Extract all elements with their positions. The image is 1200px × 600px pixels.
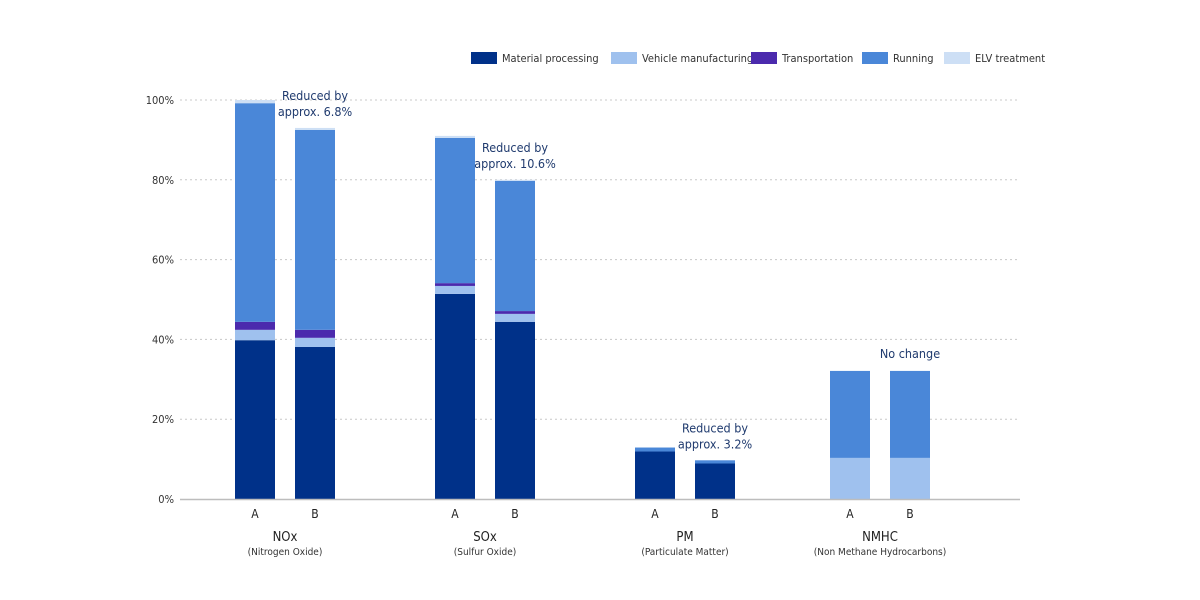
y-tick-label: 0%: [158, 493, 174, 506]
bar-segment-running: [295, 129, 335, 330]
bar-segment-elv-treatment: [295, 127, 335, 130]
y-tick-label: 60%: [152, 254, 174, 267]
annotation-text: approx. 3.2%: [678, 436, 753, 451]
bar-segment-running: [695, 460, 735, 464]
bar-segment-material-processing: [295, 346, 335, 499]
x-bar-label: B: [311, 507, 318, 521]
x-bar-label: A: [651, 507, 659, 521]
bar-segment-elv-treatment: [235, 100, 275, 104]
bar-segment-elv-treatment: [495, 179, 535, 181]
annotation-text: approx. 6.8%: [278, 104, 353, 119]
legend-swatch: [611, 52, 637, 64]
bar-segment-transportation: [295, 329, 335, 338]
bar-segment-material-processing: [435, 293, 475, 499]
bar-segment-material-processing: [235, 340, 275, 499]
bar-segment-running: [235, 103, 275, 322]
legend-swatch: [471, 52, 497, 64]
x-bar-label: A: [451, 507, 459, 521]
x-bar-label: A: [251, 507, 259, 521]
legend-label: Running: [893, 52, 934, 65]
bar-segment-material-processing: [495, 321, 535, 499]
legend-label: Material processing: [502, 52, 599, 65]
group-subtitle: (Sulfur Oxide): [454, 547, 517, 558]
x-bar-label: B: [711, 507, 718, 521]
annotation-text: No change: [880, 346, 940, 361]
bar-segment-vehicle-manufacturing: [830, 457, 870, 499]
x-bar-label: B: [511, 507, 518, 521]
group-label: SOx: [473, 530, 497, 545]
bar-segment-elv-treatment: [435, 135, 475, 138]
legend-label: ELV treatment: [975, 52, 1045, 65]
group-label: NOx: [273, 530, 298, 545]
bar-segment-vehicle-manufacturing: [495, 313, 535, 322]
annotation-text: Reduced by: [682, 420, 748, 435]
bar-segment-material-processing: [635, 451, 675, 499]
x-bar-label: B: [906, 507, 913, 521]
group-label: NMHC: [862, 530, 898, 545]
legend-label: Transportation: [781, 52, 853, 65]
bar-segment-running: [890, 370, 930, 458]
bar-segment-running: [435, 137, 475, 284]
bar-segment-transportation: [235, 321, 275, 330]
legend-swatch: [944, 52, 970, 64]
legend-swatch: [751, 52, 777, 64]
x-bar-label: A: [846, 507, 854, 521]
bar-segment-transportation: [495, 311, 535, 314]
group-subtitle: (Nitrogen Oxide): [248, 547, 323, 558]
bar-segment-running: [635, 447, 675, 452]
bar-segment-material-processing: [695, 463, 735, 499]
bar-segment-vehicle-manufacturing: [890, 457, 930, 499]
bar-segment-transportation: [435, 283, 475, 286]
legend-swatch: [862, 52, 888, 64]
group-label: PM: [676, 530, 693, 545]
y-tick-label: 80%: [152, 174, 174, 187]
y-tick-label: 20%: [152, 413, 174, 426]
bar-segment-vehicle-manufacturing: [295, 337, 335, 347]
group-subtitle: (Particulate Matter): [641, 547, 728, 558]
annotation-text: Reduced by: [482, 140, 548, 155]
group-subtitle: (Non Methane Hydrocarbons): [814, 547, 947, 558]
y-tick-label: 40%: [152, 333, 174, 346]
annotation-text: approx. 10.6%: [474, 156, 556, 171]
y-tick-label: 100%: [146, 94, 174, 107]
bar-segment-running: [495, 180, 535, 312]
bar-segment-vehicle-manufacturing: [435, 285, 475, 294]
legend-label: Vehicle manufacturing: [642, 52, 753, 65]
annotation-text: Reduced by: [282, 88, 348, 103]
bar-segment-vehicle-manufacturing: [235, 329, 275, 341]
bar-segment-running: [830, 370, 870, 458]
